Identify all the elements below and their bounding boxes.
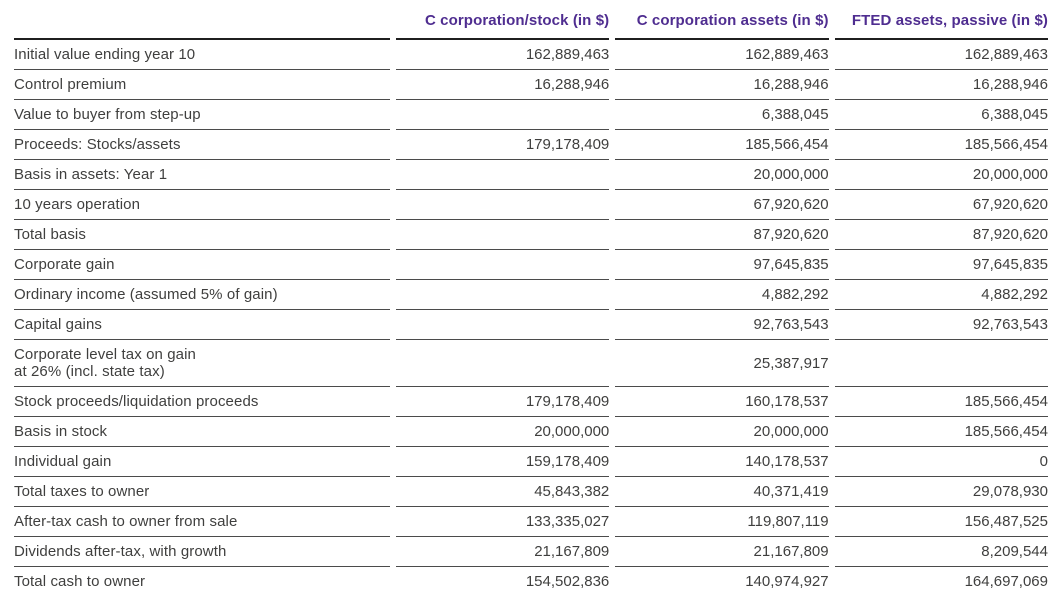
cell-value: 92,763,543 bbox=[834, 310, 1048, 340]
cell-value bbox=[395, 100, 610, 130]
row-label: Dividends after-tax, with growth bbox=[14, 537, 390, 567]
cell-value: 25,387,917 bbox=[615, 340, 829, 387]
cell-value: 87,920,620 bbox=[834, 220, 1048, 250]
cell-value bbox=[395, 220, 610, 250]
cell-value: 133,335,027 bbox=[395, 507, 610, 537]
column-header-fted-assets-passive: FTED assets, passive (in $) bbox=[834, 4, 1048, 40]
table-row: Dividends after-tax, with growth 21,167,8… bbox=[14, 537, 1048, 567]
cell-value: 21,167,809 bbox=[395, 537, 610, 567]
cell-value: 154,502,836 bbox=[396, 567, 609, 592]
cell-value: 87,920,620 bbox=[615, 220, 829, 250]
row-label: Total cash to owner bbox=[14, 567, 390, 592]
row-label: 10 years operation bbox=[14, 190, 390, 220]
table-body: Initial value ending year 10 162,889,463 1… bbox=[14, 40, 1048, 592]
cell-value: 92,763,543 bbox=[615, 310, 829, 340]
column-header-c-corporation-stock: C corporation/stock (in $) bbox=[395, 4, 610, 40]
cell-value: 185,566,454 bbox=[834, 130, 1048, 160]
row-label: Stock proceeds/liquidation proceeds bbox=[14, 387, 390, 417]
cell-value: 20,000,000 bbox=[395, 417, 610, 447]
cell-value: 0 bbox=[834, 447, 1048, 477]
cell-value: 20,000,000 bbox=[834, 160, 1048, 190]
row-label: Ordinary income (assumed 5% of gain) bbox=[14, 280, 390, 310]
cell-value: 16,288,946 bbox=[615, 70, 829, 100]
row-label: Basis in assets: Year 1 bbox=[14, 160, 390, 190]
table-row: Initial value ending year 10 162,889,463 1… bbox=[14, 40, 1048, 70]
table-row: Basis in stock 20,000,000 20,000,000 185,56… bbox=[14, 417, 1048, 447]
cell-value: 16,288,946 bbox=[834, 70, 1048, 100]
cell-value: 16,288,946 bbox=[395, 70, 610, 100]
cell-value: 140,178,537 bbox=[615, 447, 829, 477]
header-row: C corporation/stock (in $) C corporation… bbox=[14, 4, 1048, 40]
cell-value bbox=[395, 250, 610, 280]
financial-comparison-table: C corporation/stock (in $) C corporation… bbox=[8, 4, 1054, 592]
table-row: Total cash to owner 154,502,836 140,974,92… bbox=[14, 567, 1048, 592]
row-label: After-tax cash to owner from sale bbox=[14, 507, 390, 537]
table-row: After-tax cash to owner from sale 133,335… bbox=[14, 507, 1048, 537]
row-label: Corporate level tax on gain at 26% (incl… bbox=[14, 340, 390, 387]
table-row: 10 years operation 67,920,620 67,920,620 bbox=[14, 190, 1048, 220]
header-empty-cell bbox=[14, 4, 390, 40]
cell-value: 159,178,409 bbox=[395, 447, 610, 477]
cell-value: 185,566,454 bbox=[615, 130, 829, 160]
cell-value: 160,178,537 bbox=[615, 387, 829, 417]
table-row: Value to buyer from step-up 6,388,045 6,38… bbox=[14, 100, 1048, 130]
cell-value: 164,697,069 bbox=[835, 567, 1048, 592]
cell-value: 140,974,927 bbox=[615, 567, 828, 592]
cell-value: 20,000,000 bbox=[615, 160, 829, 190]
cell-value: 8,209,544 bbox=[834, 537, 1048, 567]
cell-value: 4,882,292 bbox=[615, 280, 829, 310]
cell-value: 179,178,409 bbox=[395, 130, 610, 160]
cell-value: 29,078,930 bbox=[834, 477, 1048, 507]
cell-value: 6,388,045 bbox=[615, 100, 829, 130]
cell-value bbox=[395, 280, 610, 310]
row-label: Corporate gain bbox=[14, 250, 390, 280]
cell-value: 162,889,463 bbox=[615, 40, 829, 70]
row-label: Control premium bbox=[14, 70, 390, 100]
cell-value: 119,807,119 bbox=[615, 507, 829, 537]
cell-value: 162,889,463 bbox=[834, 40, 1048, 70]
cell-value: 6,388,045 bbox=[834, 100, 1048, 130]
cell-value: 67,920,620 bbox=[615, 190, 829, 220]
row-label: Total basis bbox=[14, 220, 390, 250]
page-container: C corporation/stock (in $) C corporation… bbox=[8, 0, 1054, 592]
cell-value: 45,843,382 bbox=[395, 477, 610, 507]
cell-value: 156,487,525 bbox=[834, 507, 1048, 537]
cell-value: 67,920,620 bbox=[834, 190, 1048, 220]
row-label: Proceeds: Stocks/assets bbox=[14, 130, 390, 160]
table-row: Corporate gain 97,645,835 97,645,835 bbox=[14, 250, 1048, 280]
cell-value bbox=[834, 340, 1048, 387]
cell-value: 162,889,463 bbox=[395, 40, 610, 70]
cell-value: 97,645,835 bbox=[834, 250, 1048, 280]
row-label: Capital gains bbox=[14, 310, 390, 340]
row-label: Value to buyer from step-up bbox=[14, 100, 390, 130]
cell-value: 179,178,409 bbox=[395, 387, 610, 417]
row-label: Individual gain bbox=[14, 447, 390, 477]
table-row: Proceeds: Stocks/assets 179,178,409 185,56… bbox=[14, 130, 1048, 160]
cell-value: 97,645,835 bbox=[615, 250, 829, 280]
table-row: Stock proceeds/liquidation proceeds 179,1… bbox=[14, 387, 1048, 417]
table-row: Corporate level tax on gain at 26% (incl… bbox=[14, 340, 1048, 387]
column-header-c-corporation-assets: C corporation assets (in $) bbox=[615, 4, 829, 40]
cell-value: 40,371,419 bbox=[615, 477, 829, 507]
table-row: Control premium 16,288,946 16,288,946 16,28… bbox=[14, 70, 1048, 100]
cell-value: 20,000,000 bbox=[615, 417, 829, 447]
row-label: Total taxes to owner bbox=[14, 477, 390, 507]
row-label: Initial value ending year 10 bbox=[14, 40, 390, 70]
table-row: Total basis 87,920,620 87,920,620 bbox=[14, 220, 1048, 250]
cell-value: 185,566,454 bbox=[834, 417, 1048, 447]
cell-value: 21,167,809 bbox=[615, 537, 829, 567]
cell-value bbox=[395, 160, 610, 190]
table-row: Ordinary income (assumed 5% of gain) 4,88… bbox=[14, 280, 1048, 310]
cell-value bbox=[395, 190, 610, 220]
cell-value bbox=[395, 310, 610, 340]
table-row: Individual gain 159,178,409 140,178,537 0 bbox=[14, 447, 1048, 477]
table-row: Capital gains 92,763,543 92,763,543 bbox=[14, 310, 1048, 340]
table-row: Basis in assets: Year 1 20,000,000 20,000,… bbox=[14, 160, 1048, 190]
cell-value: 4,882,292 bbox=[834, 280, 1048, 310]
table-row: Total taxes to owner 45,843,382 40,371,419… bbox=[14, 477, 1048, 507]
cell-value: 185,566,454 bbox=[834, 387, 1048, 417]
row-label: Basis in stock bbox=[14, 417, 390, 447]
cell-value bbox=[395, 340, 610, 387]
